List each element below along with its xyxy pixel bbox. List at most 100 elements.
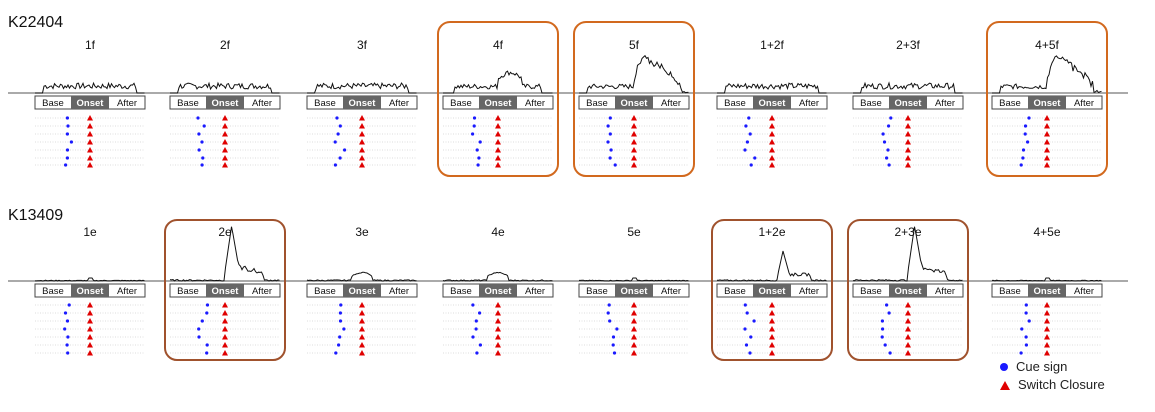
cue-sign-marker: [205, 303, 210, 307]
response-trace: [442, 271, 553, 282]
condition-label: 5e: [627, 225, 641, 239]
cue-sign-marker: [881, 327, 885, 331]
cue-sign-marker: [608, 132, 612, 136]
panel-label: K22404: [8, 14, 63, 31]
switch-closure-marker: [1044, 115, 1050, 121]
switch-closure-marker: [222, 342, 228, 348]
cue-sign-marker: [333, 140, 337, 144]
cue-sign-marker: [1027, 116, 1031, 120]
switch-closure-marker: [769, 318, 775, 324]
segment-label-base: Base: [177, 98, 199, 109]
switch-closure-marker: [769, 147, 775, 153]
switch-closure-marker: [222, 318, 228, 324]
switch-closure-marker: [631, 123, 637, 129]
switch-closure-marker: [769, 326, 775, 332]
condition-label: 1f: [85, 38, 96, 52]
cue-sign-marker: [606, 124, 610, 128]
response-trace: [579, 54, 689, 94]
segment-label-after: After: [661, 98, 681, 109]
segment-label-base: Base: [586, 286, 608, 297]
segment-label-base: Base: [999, 286, 1021, 297]
cue-sign-marker: [474, 319, 478, 323]
cue-sign-marker: [1026, 140, 1030, 144]
cue-sign-marker: [67, 303, 71, 307]
cue-sign-marker: [336, 132, 340, 136]
cue-sign-marker: [882, 140, 887, 144]
switch-closure-marker: [495, 302, 501, 308]
cue-sign-marker: [478, 343, 482, 347]
cue-sign-marker: [889, 116, 893, 120]
highlight-box: [164, 219, 286, 361]
condition-label: 2f: [220, 38, 231, 52]
cue-sign-marker: [1020, 327, 1024, 331]
cue-sign-marker: [338, 319, 343, 323]
cue-sign-marker: [613, 163, 617, 167]
onset-segment: [206, 284, 244, 297]
switch-closure-marker: [769, 302, 775, 308]
segment-label-onset: Onset: [349, 98, 377, 109]
cue-sign-marker: [607, 303, 611, 307]
response-trace: [443, 70, 553, 94]
segment-label-onset: Onset: [77, 98, 105, 109]
switch-closure-marker: [87, 123, 93, 129]
switch-closure-marker: [769, 310, 775, 316]
cue-sign-marker: [65, 116, 69, 120]
cue-sign-marker: [335, 116, 339, 120]
switch-closure-marker: [905, 155, 911, 161]
cue-sign-marker: [339, 303, 343, 307]
switch-closure-marker: [769, 123, 775, 129]
switch-closure-marker: [769, 350, 775, 356]
switch-closure-marker: [495, 155, 501, 161]
switch-closure-marker: [1044, 334, 1050, 340]
cue-sign-marker: [748, 351, 752, 355]
condition-label: 1e: [83, 225, 97, 239]
segment-label-after: After: [525, 98, 545, 109]
cue-sign-marker: [69, 140, 73, 144]
switch-closure-marker: [359, 318, 365, 324]
cue-sign-marker: [205, 351, 209, 355]
cue-sign-marker: [205, 343, 209, 347]
switch-closure-marker: [631, 342, 637, 348]
switch-closure-marker: [87, 155, 93, 161]
switch-closure-marker: [222, 326, 228, 332]
segment-label-onset: Onset: [759, 98, 787, 109]
segment-label-onset: Onset: [895, 98, 923, 109]
cue-sign-marker: [64, 163, 68, 167]
legend: Cue sign Switch Closure: [1000, 358, 1105, 394]
condition-label: 4e: [491, 225, 505, 239]
response-trace: [35, 81, 145, 94]
cue-sign-marker: [65, 132, 69, 136]
cue-sign-marker: [887, 124, 891, 128]
condition-label: 4f: [493, 38, 504, 52]
onset-segment: [753, 284, 791, 297]
switch-closure-marker: [222, 147, 228, 153]
cue-sign-marker: [338, 311, 342, 315]
cue-sign-marker: [606, 140, 610, 144]
segment-label-onset: Onset: [485, 286, 513, 297]
switch-closure-marker: [905, 334, 911, 340]
cue-sign-marker: [744, 124, 748, 128]
switch-closure-marker: [905, 310, 911, 316]
switch-closure-marker: [631, 334, 637, 340]
segment-label-after: After: [389, 98, 409, 109]
cue-sign-marker: [200, 163, 204, 167]
condition-label: 2+3e: [894, 225, 921, 239]
cue-sign-marker: [338, 335, 342, 339]
switch-closure-marker: [769, 342, 775, 348]
cue-sign-marker: [196, 116, 200, 120]
switch-closure-marker: [905, 123, 911, 129]
response-trace: [853, 81, 963, 94]
switch-closure-marker: [359, 155, 365, 161]
switch-closure-marker: [222, 334, 228, 340]
segment-label-onset: Onset: [621, 98, 649, 109]
switch-closure-marker: [359, 139, 365, 145]
switch-closure-marker: [359, 115, 365, 121]
onset-segment: [889, 284, 927, 297]
switch-closure-marker: [359, 326, 365, 332]
onset-segment: [479, 284, 517, 297]
switch-closure-marker: [87, 310, 93, 316]
cue-sign-marker: [66, 124, 70, 128]
condition-label: 4+5e: [1033, 225, 1060, 239]
switch-closure-marker: [87, 162, 93, 168]
cue-sign-marker: [743, 148, 747, 152]
